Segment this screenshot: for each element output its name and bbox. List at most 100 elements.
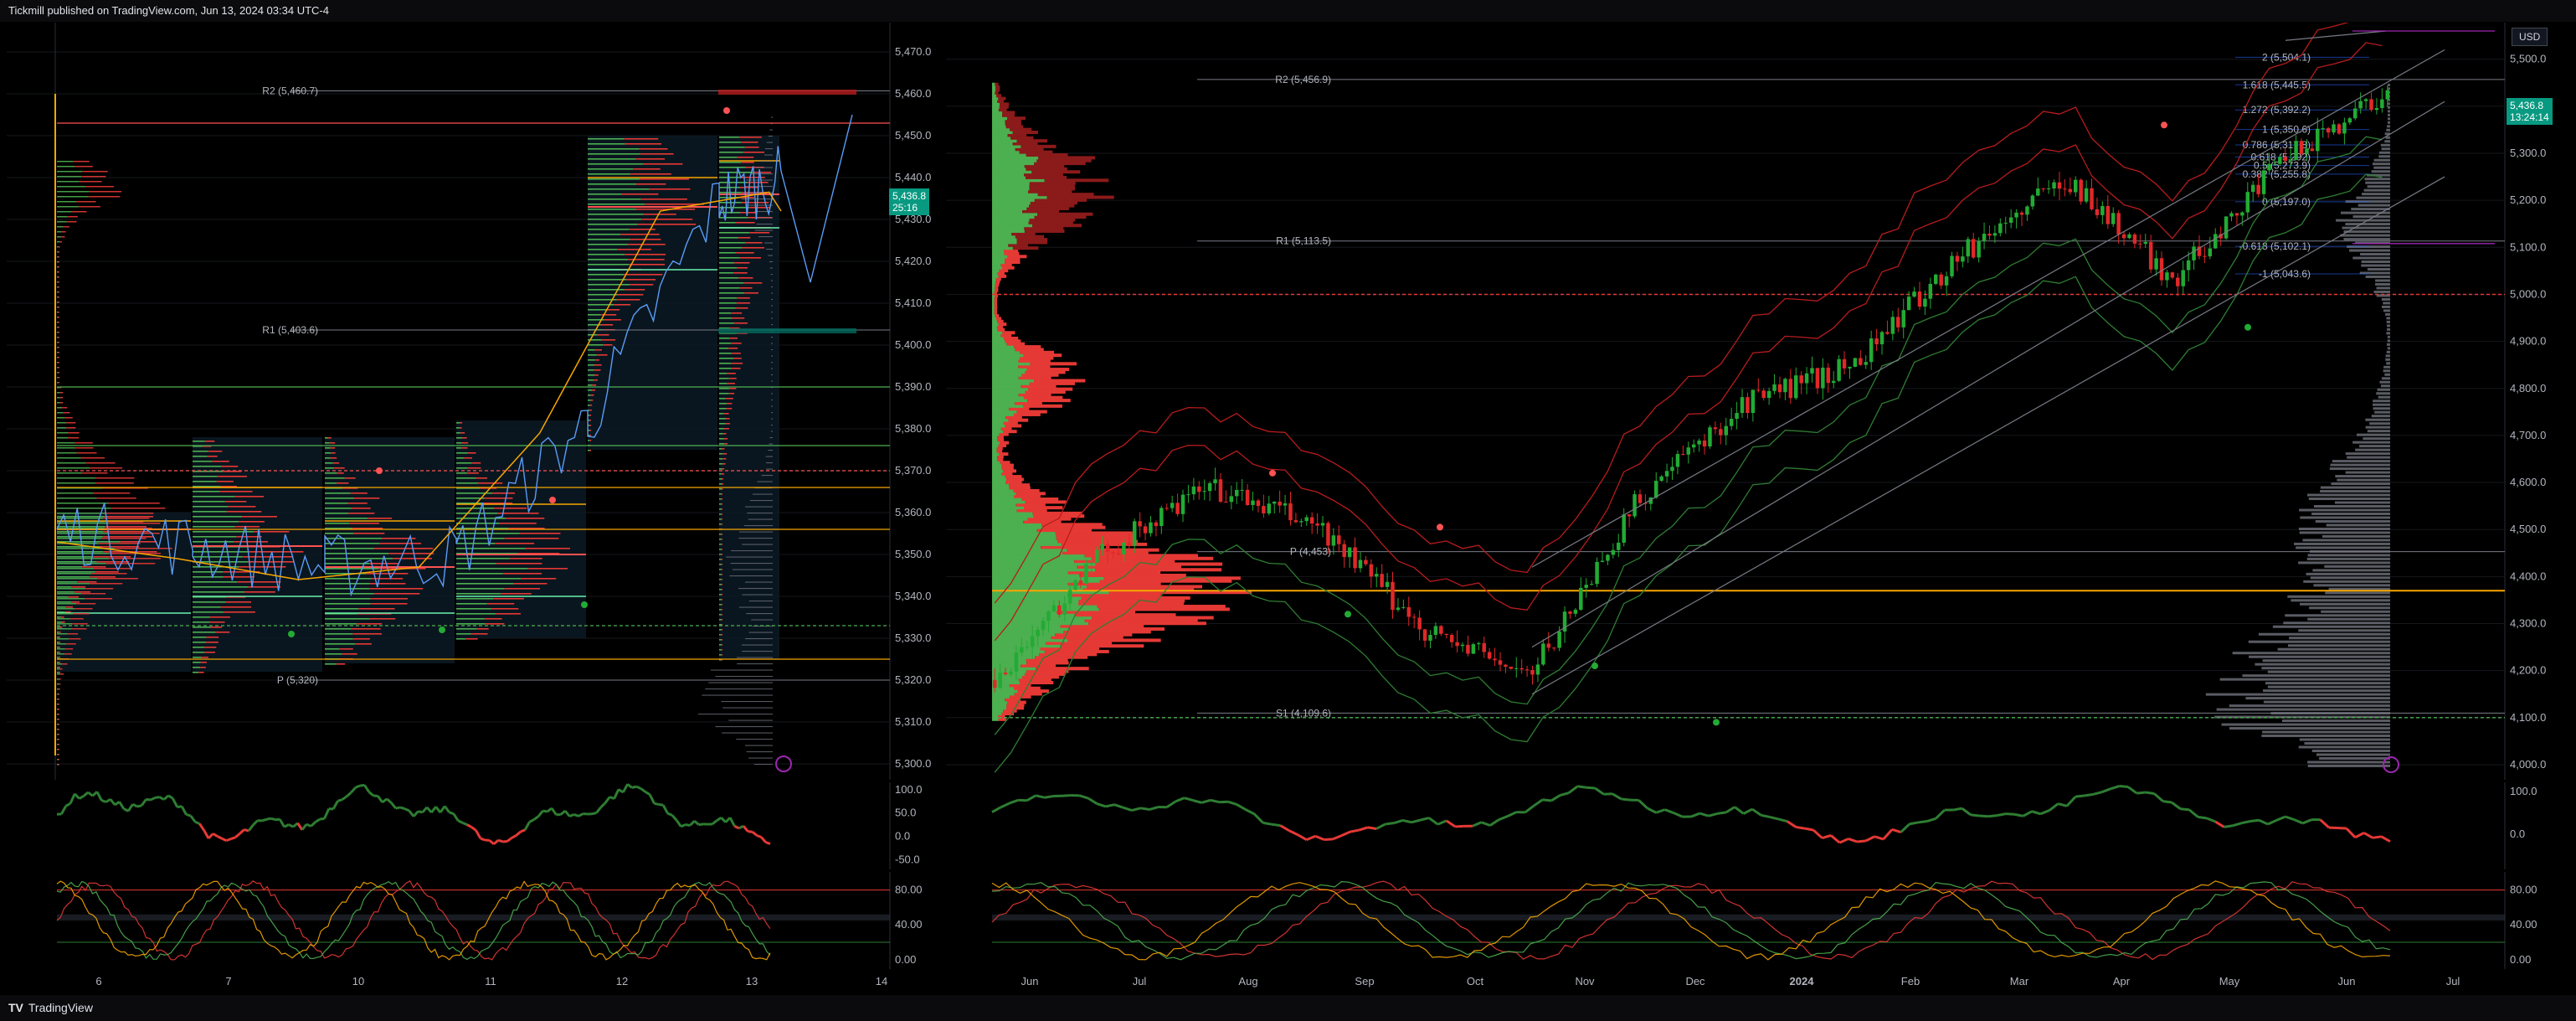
left-price-chart[interactable]: 5,470.05,460.05,450.05,440.05,430.05,420… bbox=[7, 23, 941, 780]
volume-profile-bar bbox=[715, 676, 773, 678]
right-time-axis[interactable]: Jun Jul Aug Sep Oct Nov Dec 2024 Feb Mar Apr May Jun… bbox=[946, 970, 2570, 993]
oscillator-segment bbox=[1358, 826, 1369, 832]
composite-profile-down bbox=[1078, 599, 1185, 603]
candle-body bbox=[1095, 549, 1099, 563]
composite-profile-up bbox=[992, 675, 1022, 679]
composite-profile-down bbox=[1095, 568, 1222, 572]
composite-profile-up bbox=[992, 523, 1042, 527]
candle-body bbox=[1982, 234, 1987, 241]
composite-profile-down bbox=[58, 337, 59, 338]
composite-profile-down bbox=[1004, 251, 1020, 255]
profile-bar-down bbox=[720, 534, 722, 535]
profile-bar-up bbox=[325, 613, 357, 615]
profile-bar-down bbox=[720, 659, 722, 661]
fib-level-label: 1.272 (5,392.2) bbox=[2243, 104, 2311, 116]
profile-bar-down bbox=[499, 523, 537, 524]
right-oscillator-chart[interactable]: 100.00.0 bbox=[946, 782, 2570, 869]
composite-profile-down bbox=[58, 709, 59, 710]
oscillator-segment bbox=[350, 786, 357, 794]
composite-profile-down bbox=[1018, 393, 1051, 397]
left-price-pane[interactable]: 5,470.0 5,460.0 5,450.0 5,440.0 5,430.0 5,420… bbox=[7, 23, 941, 780]
candle-body bbox=[1224, 501, 1228, 503]
composite-profile-up bbox=[992, 483, 1010, 487]
profile-bar-down bbox=[731, 343, 742, 344]
oscillator-segment bbox=[1297, 833, 1308, 841]
composite-profile-down bbox=[69, 618, 84, 620]
composite-profile-up bbox=[57, 266, 59, 268]
left-stochastic-pane[interactable]: 80.00 40.00 0.00 bbox=[7, 872, 941, 969]
composite-profile-up bbox=[992, 703, 1007, 707]
candle-body bbox=[1934, 274, 1938, 284]
oscillator-segment bbox=[1979, 814, 1988, 818]
candle-body bbox=[1493, 658, 1497, 661]
composite-profile-up bbox=[992, 565, 1077, 569]
composite-profile-down bbox=[1034, 162, 1086, 166]
candle-body bbox=[1078, 580, 1083, 584]
oscillator-segment bbox=[194, 820, 200, 825]
profile-bar-up bbox=[57, 521, 105, 523]
profile-bar-up bbox=[719, 443, 725, 445]
composite-profile-down bbox=[58, 744, 59, 745]
oscillator-segment bbox=[1987, 814, 1998, 818]
oscillator-segment bbox=[154, 796, 160, 799]
composite-profile-down bbox=[1036, 667, 1089, 671]
composite-profile-up bbox=[992, 370, 1026, 374]
envelope-band bbox=[994, 42, 2383, 642]
oscillator-segment bbox=[1830, 834, 1841, 844]
composite-profile-down bbox=[1038, 156, 1095, 160]
candle-body bbox=[1751, 389, 1756, 414]
composite-profile-down bbox=[997, 99, 1005, 103]
profile-bar-down bbox=[724, 443, 728, 445]
volume-profile-bar bbox=[771, 405, 773, 407]
profile-bar-down bbox=[59, 652, 60, 653]
oscillator-segment bbox=[283, 823, 290, 828]
composite-profile-up bbox=[992, 582, 1068, 586]
candle-body bbox=[1229, 496, 1234, 503]
volume-profile-bar bbox=[2298, 561, 2390, 565]
profile-bar-up bbox=[719, 368, 732, 369]
composite-profile-down bbox=[58, 276, 59, 278]
profile-bar-up bbox=[588, 274, 625, 276]
candle-body bbox=[1961, 256, 1965, 262]
left-time-axis[interactable]: 6 7 10 11 12 13 14 bbox=[7, 970, 941, 993]
left-oscillator-chart[interactable]: 100.050.00.0-50.0 bbox=[7, 782, 941, 869]
candle-body bbox=[1487, 652, 1492, 659]
composite-profile-down bbox=[1023, 353, 1062, 358]
oscillator-segment bbox=[363, 784, 371, 793]
profile-bar-up bbox=[588, 405, 590, 406]
profile-bar-down bbox=[248, 586, 281, 588]
right-oscillator-pane[interactable]: 100.0 0.0 bbox=[946, 782, 2570, 869]
profile-bar-down bbox=[589, 450, 591, 451]
candle-body bbox=[1326, 523, 1330, 546]
composite-profile-up bbox=[57, 538, 102, 539]
volume-profile-bar bbox=[2365, 425, 2390, 429]
profile-bar-down bbox=[641, 219, 693, 220]
composite-profile-down bbox=[71, 211, 87, 213]
right-price-pane[interactable]: 5,500.05,400.05,300.05,200.05,100.05,000… bbox=[946, 23, 2570, 780]
profile-bar-up bbox=[588, 264, 630, 266]
left-oscillator-pane[interactable]: 100.0 50.0 0.0 -50.0 bbox=[7, 782, 941, 869]
candle-body bbox=[1455, 642, 1459, 647]
volume-profile-bar bbox=[2386, 320, 2390, 323]
candle-body bbox=[2036, 188, 2040, 196]
oscillator-segment bbox=[69, 793, 76, 805]
currency-button[interactable]: USD bbox=[2512, 28, 2548, 46]
profile-bar-down bbox=[339, 648, 353, 650]
composite-profile-down bbox=[82, 171, 108, 173]
candle-body bbox=[1551, 647, 1556, 649]
moving-average-line bbox=[56, 191, 782, 580]
right-price-chart[interactable]: 5,500.05,400.05,300.05,200.05,100.05,000… bbox=[946, 23, 2570, 780]
composite-profile-down bbox=[71, 628, 87, 630]
profile-bar-down bbox=[374, 593, 420, 595]
composite-profile-up bbox=[57, 503, 109, 504]
oscillator-segment bbox=[2354, 832, 2365, 839]
profile-bar-down bbox=[513, 583, 548, 585]
candle-body bbox=[1353, 547, 1357, 569]
composite-profile-down bbox=[73, 161, 90, 162]
right-stochastic-pane[interactable]: 80.00 40.00 0.00 bbox=[946, 872, 2570, 969]
oscillator-segment bbox=[270, 817, 276, 822]
composite-profile-down bbox=[997, 455, 1004, 459]
oscillator-segment bbox=[225, 838, 232, 843]
